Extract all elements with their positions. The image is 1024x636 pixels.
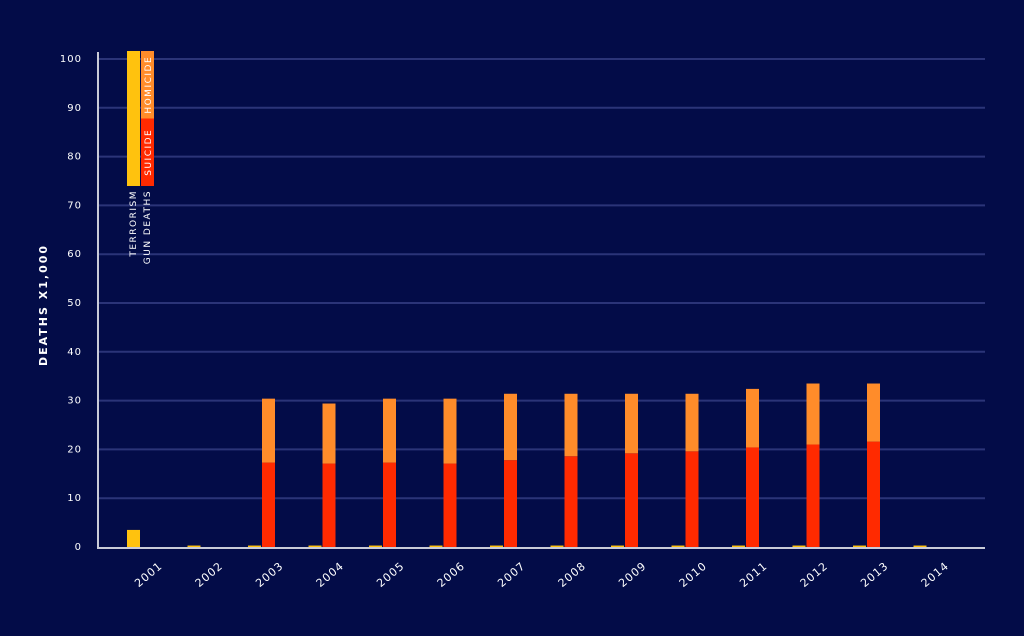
bar-segment (127, 529, 140, 547)
legend-group-label: GUN DEATHS (143, 190, 153, 264)
bar-segment (792, 545, 806, 547)
y-tick-label: 0 (75, 542, 82, 553)
bar-segment (564, 393, 578, 457)
y-tick-label: 40 (67, 347, 82, 358)
y-tick-label: 100 (60, 54, 82, 65)
bar-segment (806, 383, 820, 445)
y-tick-label: 90 (67, 103, 82, 114)
y-tick-label: 70 (67, 200, 82, 211)
bar-segment (564, 456, 578, 547)
bar-segment (625, 453, 638, 547)
legend-label: HOMICIDE (144, 56, 154, 114)
y-tick-label: 20 (67, 444, 82, 455)
y-tick-label: 30 (67, 396, 82, 407)
bar-segment (806, 444, 820, 547)
bar-segment (504, 460, 517, 547)
bar-segment (262, 398, 275, 463)
bar-segment (322, 403, 336, 464)
bar-segment (867, 441, 880, 547)
bar-segment (671, 545, 685, 547)
bar-segment (369, 545, 382, 547)
bar-segment (429, 545, 443, 547)
legend-swatch (127, 51, 140, 186)
bar-segment (383, 398, 396, 463)
bar-segment (443, 398, 457, 464)
bar-segment (746, 447, 759, 547)
y-axis-label: DEATHS X1,000 (37, 244, 50, 366)
y-tick-label: 80 (67, 152, 82, 163)
bar-segment (685, 451, 699, 547)
bar-segment (611, 545, 624, 547)
bar-segment (732, 545, 745, 547)
bar-segment (490, 545, 503, 547)
bar-segment (308, 545, 322, 547)
bar-segment (187, 545, 201, 547)
legend-label: SUICIDE (144, 129, 154, 176)
bar-segment (625, 393, 638, 454)
legend-swatch (141, 118, 154, 186)
bar-segment (262, 462, 275, 547)
bar-segment (322, 463, 336, 547)
bar-segment (867, 383, 880, 442)
bar-segment (504, 393, 517, 461)
bar-segment (550, 545, 564, 547)
legend-swatch (141, 51, 154, 119)
bar-segment (685, 393, 699, 452)
legend-group-label: TERRORISM (129, 190, 139, 258)
bar-segment (248, 545, 261, 547)
bar-segment (746, 388, 759, 448)
y-tick-label: 50 (67, 298, 82, 309)
bar-segment (913, 545, 927, 547)
y-tick-label: 10 (67, 493, 82, 504)
y-tick-label: 60 (67, 249, 82, 260)
bar-segment (443, 463, 457, 547)
bar-segment (383, 462, 396, 547)
bar-segment (853, 545, 866, 547)
